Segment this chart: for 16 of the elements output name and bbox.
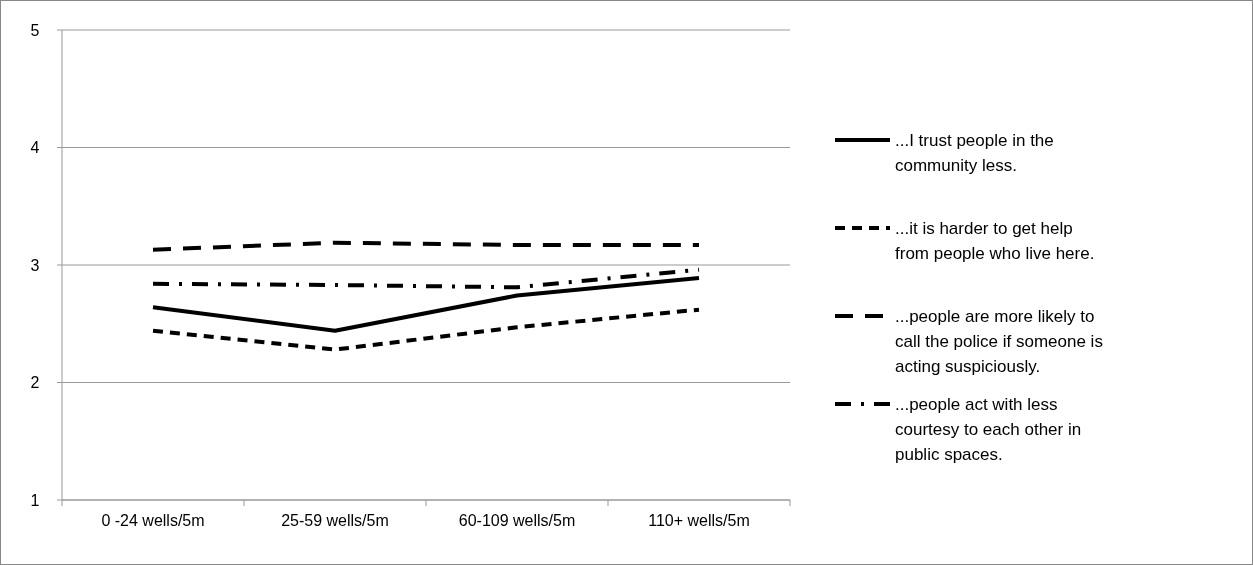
x-tick-label: 60-109 wells/5m (458, 512, 576, 529)
legend-label: ...people act with less courtesy to each other in public spaces. (895, 394, 1082, 464)
x-tick-label: 110+ wells/5m (648, 512, 750, 529)
y-tick-label: 1 (30, 491, 40, 509)
line-series (151, 275, 701, 333)
y-tick-label: 5 (30, 21, 40, 39)
y-tick-label: 4 (30, 139, 40, 157)
legend-label: ...it is harder to get help from people who live here. (895, 218, 1095, 263)
line-series (151, 307, 701, 352)
x-tick-label: 25-59 wells/5m (281, 512, 389, 529)
y-tick-label: 3 (30, 256, 40, 274)
legend-label: ...I trust people in the community less. (895, 130, 1054, 175)
x-tick-label: 0 -24 wells/5m (101, 512, 205, 529)
y-tick-label: 2 (30, 374, 40, 392)
legend-label: ...people are more likely to call the police if someone is acting suspiciously. (895, 306, 1103, 376)
line-series (151, 267, 701, 290)
